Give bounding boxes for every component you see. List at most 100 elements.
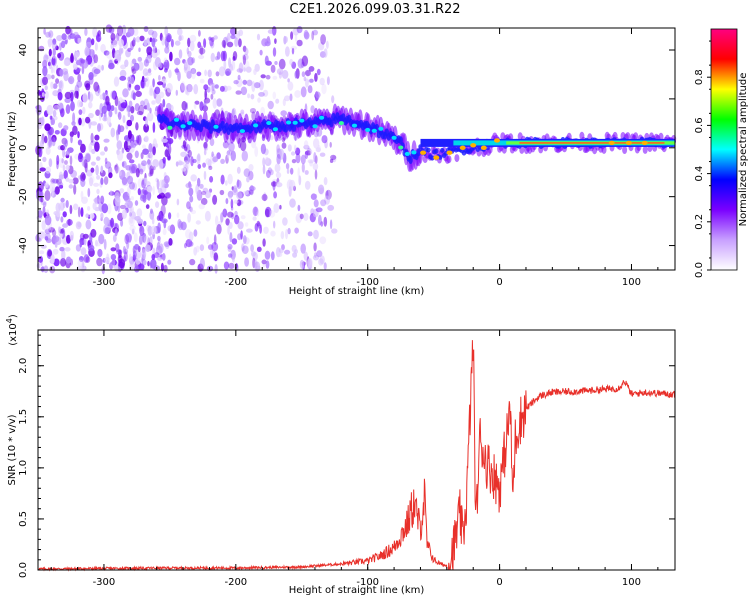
noise-speckle [96,188,100,195]
noise-speckle [246,228,253,233]
noise-speckle [307,85,313,94]
noise-speckle [140,152,144,160]
noise-speckle [138,61,144,71]
noise-speckle [198,203,205,210]
noise-speckle [47,250,52,257]
noise-speckle [154,57,161,68]
noise-speckle [42,206,46,217]
noise-speckle [66,219,73,226]
noise-speckle [62,211,67,218]
noise-speckle [242,235,247,245]
noise-speckle [286,179,293,191]
noise-speckle [75,221,82,230]
noise-speckle [316,250,323,258]
noise-speckle [313,199,319,208]
noise-speckle [39,167,46,172]
noise-speckle [273,203,280,214]
noise-speckle [69,155,73,166]
noise-speckle [91,38,95,46]
noise-speckle [132,92,136,101]
noise-speckle [209,83,213,93]
noise-speckle [77,73,82,83]
noise-speckle [65,256,72,264]
noise-speckle [254,206,258,216]
noise-speckle [50,253,55,265]
noise-speckle [250,251,256,257]
noise-speckle [71,121,76,126]
noise-speckle [117,111,122,121]
ridge-glow [625,132,631,141]
noise-speckle [168,104,174,112]
noise-speckle [88,72,94,81]
noise-speckle [153,252,160,259]
noise-speckle [149,236,153,246]
ridge-blob [312,124,318,129]
noise-speckle [238,29,244,37]
noise-speckle [180,151,188,157]
noise-speckle [284,95,291,102]
band-peak [470,143,477,148]
noise-speckle [62,143,67,151]
noise-speckle [243,60,250,71]
noise-speckle [134,103,140,112]
noise-speckle [43,28,46,35]
noise-speckle [274,163,281,173]
noise-speckle [248,170,254,181]
noise-speckle [152,248,156,254]
noise-speckle [50,66,54,74]
noise-speckle [131,228,135,235]
noise-speckle [155,201,160,209]
noise-speckle [242,45,247,52]
noise-speckle [190,174,197,182]
noise-speckle [256,211,260,217]
noise-speckle [230,27,237,36]
noise-speckle [123,251,128,262]
noise-speckle [203,149,207,156]
noise-speckle [130,196,134,201]
noise-speckle [250,93,255,100]
noise-speckle [126,152,133,160]
noise-speckle [58,226,61,234]
noise-speckle [276,153,281,165]
noise-speckle [36,104,42,115]
noise-speckle [129,206,134,213]
noise-speckle [87,206,91,211]
noise-speckle [90,161,96,166]
noise-speckle [120,126,124,132]
noise-speckle [278,248,284,254]
noise-speckle [69,204,73,215]
noise-speckle [213,234,217,246]
noise-speckle [44,85,48,91]
noise-speckle [82,59,89,69]
noise-speckle [285,163,290,170]
noise-speckle [73,184,77,195]
noise-speckle [51,74,55,80]
ridge-blob [286,120,292,125]
noise-speckle [309,160,313,167]
noise-speckle [147,225,153,236]
noise-speckle [123,248,128,255]
noise-speckle [287,81,294,91]
noise-speckle [224,180,228,186]
noise-speckle [262,238,266,247]
noise-speckle [270,251,275,261]
noise-speckle [43,54,49,63]
noise-speckle [231,108,235,118]
noise-speckle [128,83,132,88]
noise-speckle [298,175,302,186]
noise-speckle [323,48,328,58]
noise-speckle [197,177,201,187]
noise-speckle [51,56,56,66]
noise-speckle [103,138,110,143]
noise-speckle [44,123,51,131]
noise-speckle [44,52,48,62]
noise-speckle [264,250,271,260]
noise-speckle [95,109,101,116]
noise-speckle [158,74,161,81]
noise-speckle [315,91,321,99]
noise-speckle [54,186,60,195]
noise-speckle [157,235,161,242]
noise-speckle [245,66,252,73]
noise-speckle [129,215,134,224]
